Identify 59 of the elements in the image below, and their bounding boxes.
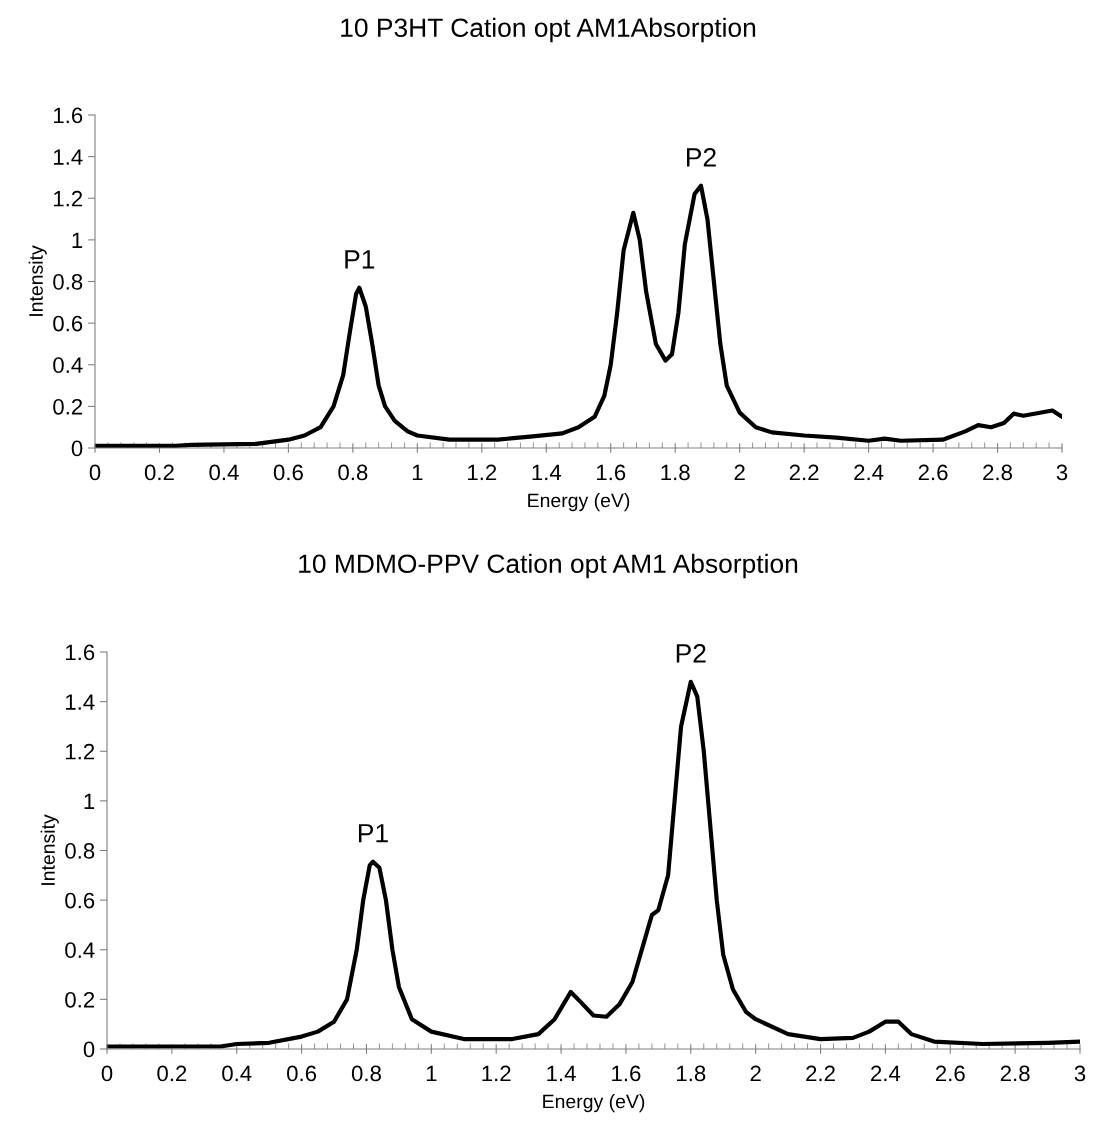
- y-tick-label: 0.2: [53, 398, 83, 415]
- chart-title: 10 P3HT Cation opt AM1Absorption: [341, 17, 756, 43]
- y-tick-label: 1.2: [66, 743, 95, 760]
- y-tick-label: 0.8: [65, 843, 95, 859]
- x-tick-label: 1.4: [547, 1065, 576, 1082]
- x-tick-label: 2: [734, 464, 745, 481]
- x-tick-label: 3: [1056, 464, 1068, 481]
- annotation: P2: [676, 643, 706, 663]
- y-tick-label: 0.4: [53, 357, 83, 374]
- x-tick-label: 2.8: [1000, 1065, 1030, 1082]
- x-tick-label: 2.4: [871, 1065, 901, 1082]
- x-tick-label: 1.8: [661, 464, 690, 481]
- x-tick-label: 1.6: [612, 1065, 641, 1082]
- y-tick-label: 1.6: [54, 107, 83, 124]
- y-tick-label: 1.2: [54, 190, 83, 207]
- y-tick-label: 0.6: [53, 315, 83, 332]
- x-tick-label: 3: [1074, 1065, 1086, 1082]
- y-tick-label: 0.8: [53, 274, 83, 290]
- x-tick-label: 0.6: [273, 464, 303, 481]
- x-tick-label: 2.6: [918, 464, 948, 481]
- x-tick-label: 2.2: [806, 1065, 835, 1082]
- x-tick-label: 0.4: [209, 464, 239, 481]
- x-tick-label: 0.4: [222, 1065, 252, 1082]
- x-tick-label: 1.6: [596, 464, 626, 481]
- x-tick-label: 0.8: [338, 464, 368, 481]
- x-tick-label: 1.2: [482, 1065, 511, 1082]
- x-tick-label: 1.2: [468, 464, 497, 481]
- x-tick-label: 1.4: [532, 464, 562, 481]
- y-tick-label: 1.4: [66, 694, 95, 710]
- y-tick-label: 1: [84, 793, 95, 809]
- x-tick-label: 2.8: [983, 464, 1013, 481]
- chart-title: 10 MDMO-PPV Cation opt AM1 Absorption: [299, 553, 798, 579]
- x-tick-label: 0.8: [351, 1065, 381, 1082]
- y-tick-label: 0.2: [65, 991, 95, 1008]
- x-axis-title: Energy (eV): [543, 1094, 645, 1113]
- annotation: P1: [345, 250, 375, 269]
- x-tick-label: 1: [426, 1065, 437, 1082]
- x-tick-label: 1: [412, 464, 423, 481]
- x-tick-label: 1.8: [677, 1065, 706, 1082]
- y-tick-label: 1.6: [66, 644, 95, 661]
- y-tick-label: 0.6: [65, 892, 95, 909]
- x-tick-label: 0.6: [287, 1065, 317, 1082]
- x-tick-label: 2: [750, 1065, 761, 1082]
- x-axis-title: Energy (eV): [528, 493, 630, 512]
- x-tick-label: 2.2: [789, 464, 819, 481]
- annotation: P2: [687, 147, 716, 167]
- y-tick-label: 0.4: [65, 942, 95, 959]
- y-axis-title: Intensity: [40, 814, 59, 885]
- y-axis-title: Intensity: [28, 245, 47, 316]
- x-tick-label: 0.2: [144, 464, 174, 481]
- y-tick-label: 1: [72, 232, 83, 248]
- y-tick-label: 1.4: [54, 149, 83, 165]
- x-tick-label: 0.2: [157, 1065, 187, 1082]
- x-tick-label: 0: [101, 1065, 113, 1082]
- x-tick-label: 2.4: [854, 464, 884, 481]
- x-tick-label: 2.6: [935, 1065, 965, 1082]
- y-tick-label: 0: [71, 440, 83, 457]
- y-tick-label: 0: [83, 1041, 95, 1058]
- annotation: P1: [358, 824, 388, 843]
